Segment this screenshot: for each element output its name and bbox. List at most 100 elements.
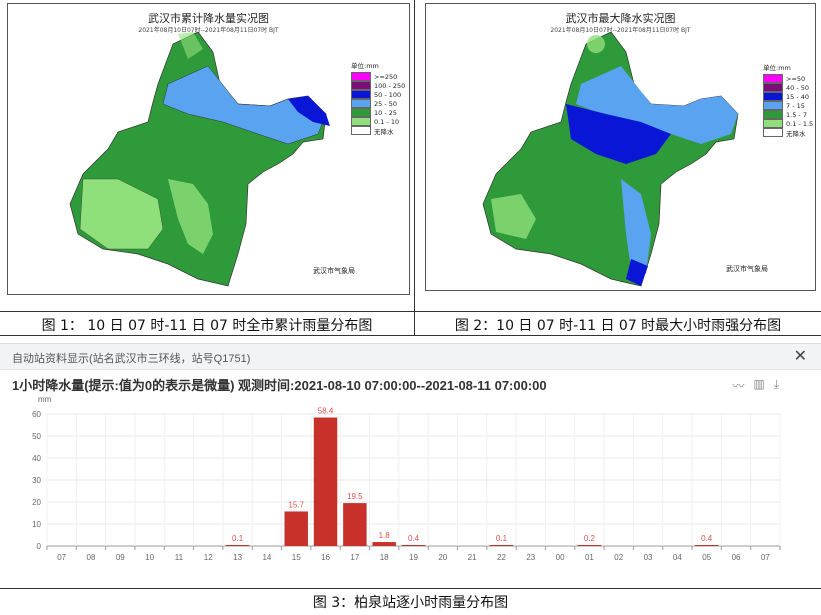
x-tick-label: 13 xyxy=(233,553,242,562)
map1-agency: 武汉市气象局 xyxy=(313,267,355,275)
data-label: 19.5 xyxy=(347,492,363,501)
x-tick-label: 11 xyxy=(175,553,184,562)
map1-caption: 图 1： 10 日 07 时-11 日 07 时全市累计雨量分布图 xyxy=(41,318,373,334)
data-label: 0.4 xyxy=(701,534,713,543)
map2-legend-swatch xyxy=(763,119,783,128)
map1-legend-swatch xyxy=(351,90,371,99)
map1-legend: 单位:mm >=250 100 - 250 50 - 100 25 - 50 10 - … xyxy=(351,60,405,136)
y-tick-label: 20 xyxy=(32,498,41,507)
x-tick-label: 09 xyxy=(116,553,125,562)
x-tick-label: 19 xyxy=(409,553,418,562)
map2-legend-swatch xyxy=(763,92,783,101)
bar xyxy=(401,545,426,546)
x-tick-label: 03 xyxy=(644,553,653,562)
chart-toolbar: 〰 ▥ ⤓ xyxy=(732,377,779,394)
map1-legend-label: 100 - 250 xyxy=(374,81,406,90)
data-label: 1.8 xyxy=(379,531,391,540)
bar xyxy=(577,545,602,546)
map1-title: 武汉市累计降水量实况图 xyxy=(148,12,269,25)
map1-legend-label: 25 - 50 xyxy=(374,99,398,108)
map1-legend-swatch xyxy=(351,99,371,108)
caption-divider xyxy=(414,0,415,335)
y-tick-label: 10 xyxy=(32,520,41,529)
map1-legend-swatch xyxy=(351,72,371,81)
map1-legend-label: 10 - 25 xyxy=(374,108,398,117)
data-label: 0.1 xyxy=(496,534,508,543)
x-tick-label: 04 xyxy=(673,553,682,562)
map1-legend-swatch xyxy=(351,81,371,90)
map2-legend-label: 1.5 - 7 xyxy=(786,110,807,119)
x-tick-label: 21 xyxy=(468,553,477,562)
bar-chart-icon[interactable]: ▥ xyxy=(753,377,765,391)
map1-legend-item: 50 - 100 xyxy=(351,90,405,99)
bar xyxy=(225,545,250,546)
map1-legend-item: >=250 xyxy=(351,72,405,81)
y-tick-label: 30 xyxy=(32,476,41,485)
y-tick-label: 50 xyxy=(32,432,41,441)
map2-legend-swatch xyxy=(763,110,783,119)
y-tick-label: 60 xyxy=(32,410,41,419)
x-tick-label: 06 xyxy=(732,553,741,562)
map2-title: 武汉市最大降水实况图 xyxy=(565,12,676,25)
x-tick-label: 07 xyxy=(57,553,66,562)
map1-legend-swatch xyxy=(351,108,371,117)
line-chart-icon[interactable]: 〰 xyxy=(732,379,745,393)
map2-subtitle: 2021年08月10日07时--2021年08月11日07时 BJT xyxy=(550,27,691,34)
map1-frame: 武汉市累计降水量实况图 2021年08月10日07时--2021年08月11日0… xyxy=(7,3,410,295)
map2-region-map xyxy=(482,31,739,287)
map1-legend-item: 无降水 xyxy=(351,126,405,136)
map1-legend-item: 25 - 50 xyxy=(351,99,405,108)
map1-legend-swatch xyxy=(351,117,371,126)
map2-legend-unit: 单位:mm xyxy=(763,64,791,72)
x-tick-label: 05 xyxy=(702,553,711,562)
data-label: 0.4 xyxy=(408,534,420,543)
data-label: 0.2 xyxy=(584,534,596,543)
map2-caption: 图 2：10 日 07 时-11 日 07 时最大小时雨强分布图 xyxy=(454,318,782,334)
close-icon[interactable]: ✕ xyxy=(793,348,807,365)
map1-legend-label: >=250 xyxy=(374,72,398,81)
x-tick-label: 07 xyxy=(761,553,770,562)
map1-legend-label: 50 - 100 xyxy=(374,90,402,99)
map2-legend-item: >=50 xyxy=(763,74,813,83)
bar xyxy=(284,511,308,546)
map1-legend-item: 0.1 - 10 xyxy=(351,117,405,126)
station-caption: 图 3：柏泉站逐小时雨量分布图 xyxy=(312,595,509,611)
y-axis-unit-label: mm xyxy=(38,395,52,404)
x-tick-label: 02 xyxy=(614,553,623,562)
caption-bottom-rule xyxy=(0,335,821,336)
map2-legend-item: 7 - 15 xyxy=(763,101,813,110)
bar xyxy=(694,545,719,546)
data-label: 58.4 xyxy=(318,407,334,416)
map2-legend-swatch xyxy=(763,128,783,137)
y-tick-label: 0 xyxy=(37,542,42,551)
map1-legend-label: 无降水 xyxy=(374,127,394,136)
station-chart-title: 1小时降水量(提示:值为0的表示是微量) 观测时间:2021-08-10 07:… xyxy=(12,378,547,393)
map2-legend-label: 7 - 15 xyxy=(786,101,805,110)
x-tick-label: 18 xyxy=(380,553,389,562)
map2-legend-item: 40 - 50 xyxy=(763,83,813,92)
y-tick-label: 40 xyxy=(32,454,41,463)
map1-legend-unit: 单位:mm xyxy=(351,62,379,70)
x-tick-label: 00 xyxy=(556,553,565,562)
map2-legend-label: 40 - 50 xyxy=(786,83,810,92)
map2-legend-label: 15 - 40 xyxy=(786,92,810,101)
map2-legend-item: 0.1 - 1.5 xyxy=(763,119,813,128)
bar xyxy=(489,545,514,546)
map2-agency: 武汉市气象局 xyxy=(726,265,768,273)
map2-legend-swatch xyxy=(763,101,783,110)
map1-legend-item: 10 - 25 xyxy=(351,108,405,117)
map1-region-map xyxy=(69,31,330,287)
data-label: 0.1 xyxy=(232,534,244,543)
map2-legend-swatch xyxy=(763,74,783,83)
map2-legend-label: 0.1 - 1.5 xyxy=(786,119,814,128)
map1-legend-item: 100 - 250 xyxy=(351,81,405,90)
download-icon[interactable]: ⤓ xyxy=(773,377,779,391)
map2-legend-label: 无降水 xyxy=(786,129,806,138)
x-tick-label: 14 xyxy=(262,553,271,562)
x-tick-label: 10 xyxy=(145,553,154,562)
station-panel-header-text: 自动站资料显示(站名武汉市三环线，站号Q1751) xyxy=(12,353,251,365)
x-tick-label: 17 xyxy=(350,553,359,562)
map2-legend-item: 15 - 40 xyxy=(763,92,813,101)
bar xyxy=(372,542,396,546)
caption-top-rule xyxy=(0,311,821,312)
